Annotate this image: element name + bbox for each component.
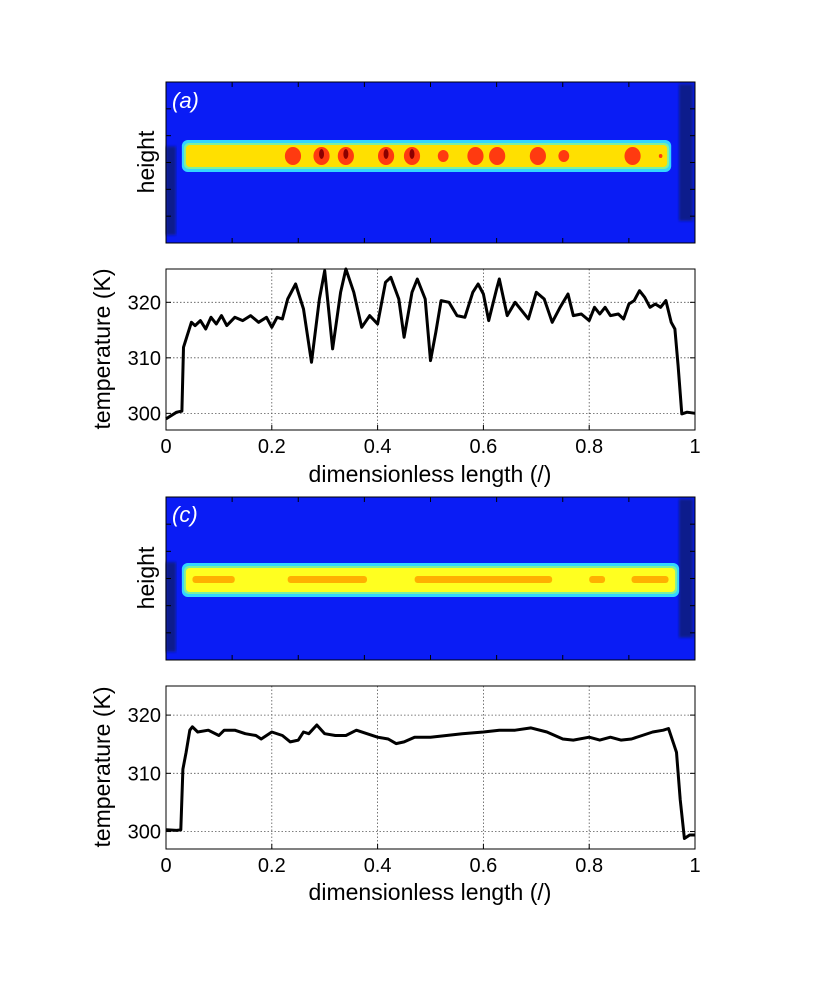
panel-label-a: (a) xyxy=(172,88,199,113)
temperature-line xyxy=(165,723,695,840)
heatmap-band xyxy=(185,145,668,167)
heatmap-warm-streak xyxy=(192,576,235,583)
plot-area xyxy=(166,686,695,849)
x-tick-label: 0 xyxy=(160,436,171,458)
y-tick-label: 300 xyxy=(128,822,161,844)
heatmap-hot-spot xyxy=(529,147,546,165)
x-tick-label: 0.6 xyxy=(469,436,497,458)
heatmap-a xyxy=(165,81,696,244)
heatmap-hot-spot xyxy=(437,150,449,162)
heatmap-hot-spot xyxy=(489,147,506,165)
heatmap-hot-spot xyxy=(467,147,484,165)
plot-a-ylabel: temperature (K) xyxy=(89,268,115,429)
heatmap-hottest-spot xyxy=(319,149,325,159)
y-tick-label: 320 xyxy=(128,705,161,727)
heatmap-warm-streak xyxy=(631,576,669,583)
heatmap-hottest-spot xyxy=(409,149,415,159)
temperature-plot-c: 0 0.2 0.4 0.6 0.8 1 300 310 320 xyxy=(128,685,701,877)
x-tick-label: 0.2 xyxy=(258,855,286,877)
plot-frame xyxy=(165,268,696,431)
panel-label-c: (c) xyxy=(172,502,198,527)
plot-c-ylabel: temperature (K) xyxy=(89,686,115,847)
temperature-line xyxy=(165,267,696,421)
x-tick-label: 0.4 xyxy=(364,855,392,877)
heatmap-hot-spot xyxy=(658,154,663,158)
heatmap-warm-streak xyxy=(287,576,368,583)
heatmap-edge-right xyxy=(679,499,693,638)
plot-c-xlabel: dimensionless length (/) xyxy=(309,879,552,905)
plot-frame xyxy=(165,685,696,850)
heatmap-c-ylabel: height xyxy=(133,546,159,609)
y-tick-label: 300 xyxy=(128,403,161,425)
heatmap-hottest-spot xyxy=(383,149,389,159)
x-tick-label: 0.2 xyxy=(258,436,286,458)
heatmap-warm-streak xyxy=(414,576,553,583)
x-tick-label: 0.4 xyxy=(364,436,392,458)
heatmap-hot-spot xyxy=(558,150,570,162)
y-tick-label: 320 xyxy=(128,292,161,314)
heatmap-warm-streak xyxy=(589,576,606,583)
temperature-plot-a: 0 0.2 0.4 0.6 0.8 1 300 310 320 xyxy=(128,267,701,458)
x-tick-label: 0 xyxy=(160,855,171,877)
heatmap-c xyxy=(165,496,696,661)
heatmap-edge-left xyxy=(166,146,176,235)
heatmap-hottest-spot xyxy=(343,149,349,159)
plot-a-xlabel: dimensionless length (/) xyxy=(309,461,552,487)
x-tick-label: 1 xyxy=(689,855,700,877)
heatmap-hot-spot xyxy=(284,147,302,165)
heatmap-edge-right xyxy=(679,84,693,221)
y-tick-label: 310 xyxy=(128,348,161,370)
x-tick-label: 0.6 xyxy=(469,855,497,877)
x-tick-label: 0.8 xyxy=(575,436,603,458)
heatmap-edge-left xyxy=(166,562,176,652)
heatmap-hot-spot xyxy=(624,147,641,165)
x-tick-label: 1 xyxy=(689,436,700,458)
heatmap-a-ylabel: height xyxy=(133,130,159,193)
x-tick-label: 0.8 xyxy=(575,855,603,877)
y-tick-label: 310 xyxy=(128,763,161,785)
